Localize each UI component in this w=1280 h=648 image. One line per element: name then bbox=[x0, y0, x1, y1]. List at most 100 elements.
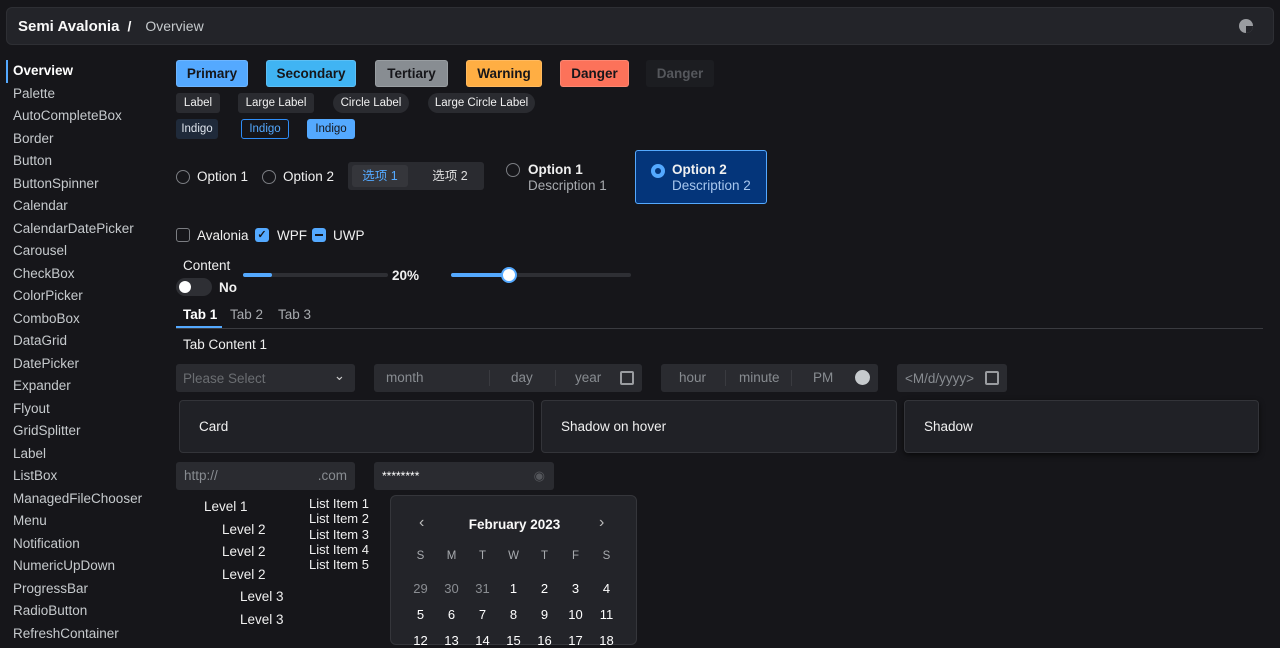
calendar-day[interactable]: 18 bbox=[599, 633, 614, 648]
tree-item[interactable]: Level 2 bbox=[222, 522, 266, 537]
calendar-day[interactable]: 17 bbox=[568, 633, 583, 648]
tree-item[interactable]: Level 1 bbox=[204, 499, 248, 514]
sidebar-item-colorpicker[interactable]: ColorPicker bbox=[13, 288, 83, 303]
calendar-day[interactable]: 8 bbox=[509, 607, 518, 622]
url-input[interactable]: http:// .com bbox=[176, 462, 355, 490]
button-primary[interactable]: Primary bbox=[176, 60, 248, 87]
tab-1[interactable]: Tab 1 bbox=[183, 307, 218, 322]
button-warning[interactable]: Warning bbox=[466, 60, 542, 87]
calendar-day[interactable]: 5 bbox=[416, 607, 425, 622]
sidebar-item-listbox[interactable]: ListBox bbox=[13, 468, 58, 483]
checkbox-avalonia[interactable] bbox=[176, 228, 190, 242]
calendar-day[interactable]: 6 bbox=[447, 607, 456, 622]
calendar-day[interactable]: 13 bbox=[444, 633, 459, 648]
clock-icon[interactable] bbox=[855, 370, 870, 385]
sidebar-item-label[interactable]: Label bbox=[13, 445, 47, 461]
calendar-day[interactable]: 16 bbox=[537, 633, 552, 648]
calendar-day[interactable]: 29 bbox=[413, 581, 428, 596]
password-input[interactable]: ******** ◉ bbox=[374, 462, 554, 490]
tree-item[interactable]: Level 3 bbox=[240, 589, 284, 604]
list-item[interactable]: List Item 2 bbox=[309, 511, 369, 527]
date-picker[interactable]: month day year bbox=[374, 364, 642, 392]
sidebar-item-overview[interactable]: Overview bbox=[6, 60, 166, 83]
calendar-day[interactable]: 1 bbox=[509, 581, 518, 596]
sidebar-item-menu[interactable]: Menu bbox=[13, 513, 47, 528]
radio-card-2[interactable]: Option 2 Description 2 bbox=[635, 150, 767, 204]
button-danger[interactable]: Danger bbox=[646, 60, 714, 87]
calendar-day[interactable]: 11 bbox=[599, 607, 614, 622]
chevron-down-icon: ⌄ bbox=[333, 368, 345, 383]
sidebar-item-button[interactable]: Button bbox=[13, 153, 53, 168]
sidebar-item-checkbox[interactable]: CheckBox bbox=[13, 265, 75, 281]
checkbox-wpf[interactable]: ✓ bbox=[255, 228, 269, 242]
button-secondary[interactable]: Secondary bbox=[266, 60, 356, 87]
calendar-icon[interactable] bbox=[620, 371, 634, 385]
calendar-icon[interactable] bbox=[985, 371, 999, 385]
calendar-day[interactable]: 14 bbox=[475, 633, 490, 648]
list-item[interactable]: List Item 1 bbox=[309, 496, 369, 511]
list-item[interactable]: List Item 5 bbox=[309, 557, 369, 573]
radio-option-2[interactable] bbox=[262, 170, 276, 184]
list-item[interactable]: List Item 3 bbox=[309, 526, 369, 542]
calendar-day[interactable]: 31 bbox=[475, 581, 490, 596]
segment-2[interactable]: 选项 2 bbox=[432, 169, 468, 183]
sidebar-item-carousel[interactable]: Carousel bbox=[13, 243, 68, 258]
sidebar-item-managedfilechooser[interactable]: ManagedFileChooser bbox=[13, 490, 143, 506]
date-day[interactable]: day bbox=[511, 370, 533, 385]
time-hour[interactable]: hour bbox=[679, 370, 707, 385]
date-year[interactable]: year bbox=[575, 370, 602, 385]
chevron-left-icon[interactable]: ‹ bbox=[419, 514, 425, 531]
chevron-right-icon[interactable]: › bbox=[599, 514, 605, 531]
sidebar-item-refreshcontainer[interactable]: RefreshContainer bbox=[13, 625, 119, 641]
theme-toggle-icon[interactable] bbox=[1239, 19, 1253, 33]
sidebar-item-flyout[interactable]: Flyout bbox=[13, 400, 50, 416]
calendar-day[interactable]: 2 bbox=[540, 581, 549, 596]
sidebar-item-border[interactable]: Border bbox=[13, 130, 54, 146]
list-item[interactable]: List Item 4 bbox=[309, 541, 369, 557]
slider-thumb[interactable] bbox=[500, 267, 517, 283]
eye-icon[interactable]: ◉ bbox=[533, 468, 545, 483]
sidebar-item-progressbar[interactable]: ProgressBar bbox=[13, 580, 89, 596]
time-minute[interactable]: minute bbox=[739, 370, 780, 385]
slider[interactable] bbox=[451, 267, 631, 283]
calendar-day[interactable]: 30 bbox=[444, 581, 459, 596]
radio-card-1[interactable] bbox=[506, 163, 520, 177]
sidebar-item-datagrid[interactable]: DataGrid bbox=[13, 333, 68, 348]
sidebar-item-radiobutton[interactable]: RadioButton bbox=[13, 603, 88, 618]
sidebar-item-expander[interactable]: Expander bbox=[13, 378, 71, 393]
calendar-day[interactable]: 10 bbox=[568, 607, 583, 622]
sidebar-item-autocompletebox[interactable]: AutoCompleteBox bbox=[13, 108, 122, 123]
button-danger[interactable]: Danger bbox=[560, 60, 629, 87]
sidebar-item-buttonspinner[interactable]: ButtonSpinner bbox=[13, 175, 99, 191]
tree-item[interactable]: Level 2 bbox=[222, 567, 266, 582]
tree-item[interactable]: Level 3 bbox=[240, 612, 284, 627]
toggle-switch[interactable] bbox=[176, 278, 212, 296]
tab-2[interactable]: Tab 2 bbox=[230, 307, 264, 322]
calendar-date-picker[interactable]: <M/d/yyyy> bbox=[897, 364, 1007, 392]
checkbox-uwp[interactable] bbox=[312, 228, 326, 242]
date-month[interactable]: month bbox=[386, 370, 424, 385]
calendar-day[interactable]: 9 bbox=[540, 607, 549, 622]
sidebar-item-calendardatepicker[interactable]: CalendarDatePicker bbox=[13, 220, 134, 236]
time-ampm[interactable]: PM bbox=[813, 370, 834, 385]
segment-1[interactable]: 选项 1 bbox=[352, 165, 408, 187]
sidebar-item-palette[interactable]: Palette bbox=[13, 85, 56, 101]
time-picker[interactable]: hour minute PM bbox=[661, 364, 878, 392]
button-tertiary[interactable]: Tertiary bbox=[375, 60, 448, 87]
radio-option-1[interactable] bbox=[176, 170, 190, 184]
sidebar-item-combobox[interactable]: ComboBox bbox=[13, 310, 80, 326]
calendar-day[interactable]: 4 bbox=[602, 581, 611, 596]
calendar-day[interactable]: 7 bbox=[478, 607, 487, 622]
calendar-day[interactable]: 3 bbox=[571, 581, 580, 596]
tab-3[interactable]: Tab 3 bbox=[278, 307, 312, 322]
sidebar-item-datepicker[interactable]: DatePicker bbox=[13, 355, 80, 371]
calendar-day[interactable]: 12 bbox=[413, 633, 428, 648]
sidebar-item-notification[interactable]: Notification bbox=[13, 535, 80, 551]
tree-item[interactable]: Level 2 bbox=[222, 544, 266, 559]
sidebar-item-calendar[interactable]: Calendar bbox=[13, 198, 68, 213]
sidebar-item-gridsplitter[interactable]: GridSplitter bbox=[13, 423, 81, 438]
sidebar-item-numericupdown[interactable]: NumericUpDown bbox=[13, 558, 116, 573]
calendar-title[interactable]: February 2023 bbox=[468, 517, 561, 532]
calendar-day[interactable]: 15 bbox=[506, 633, 521, 648]
combo-box[interactable]: Please Select ⌄ bbox=[176, 364, 355, 392]
